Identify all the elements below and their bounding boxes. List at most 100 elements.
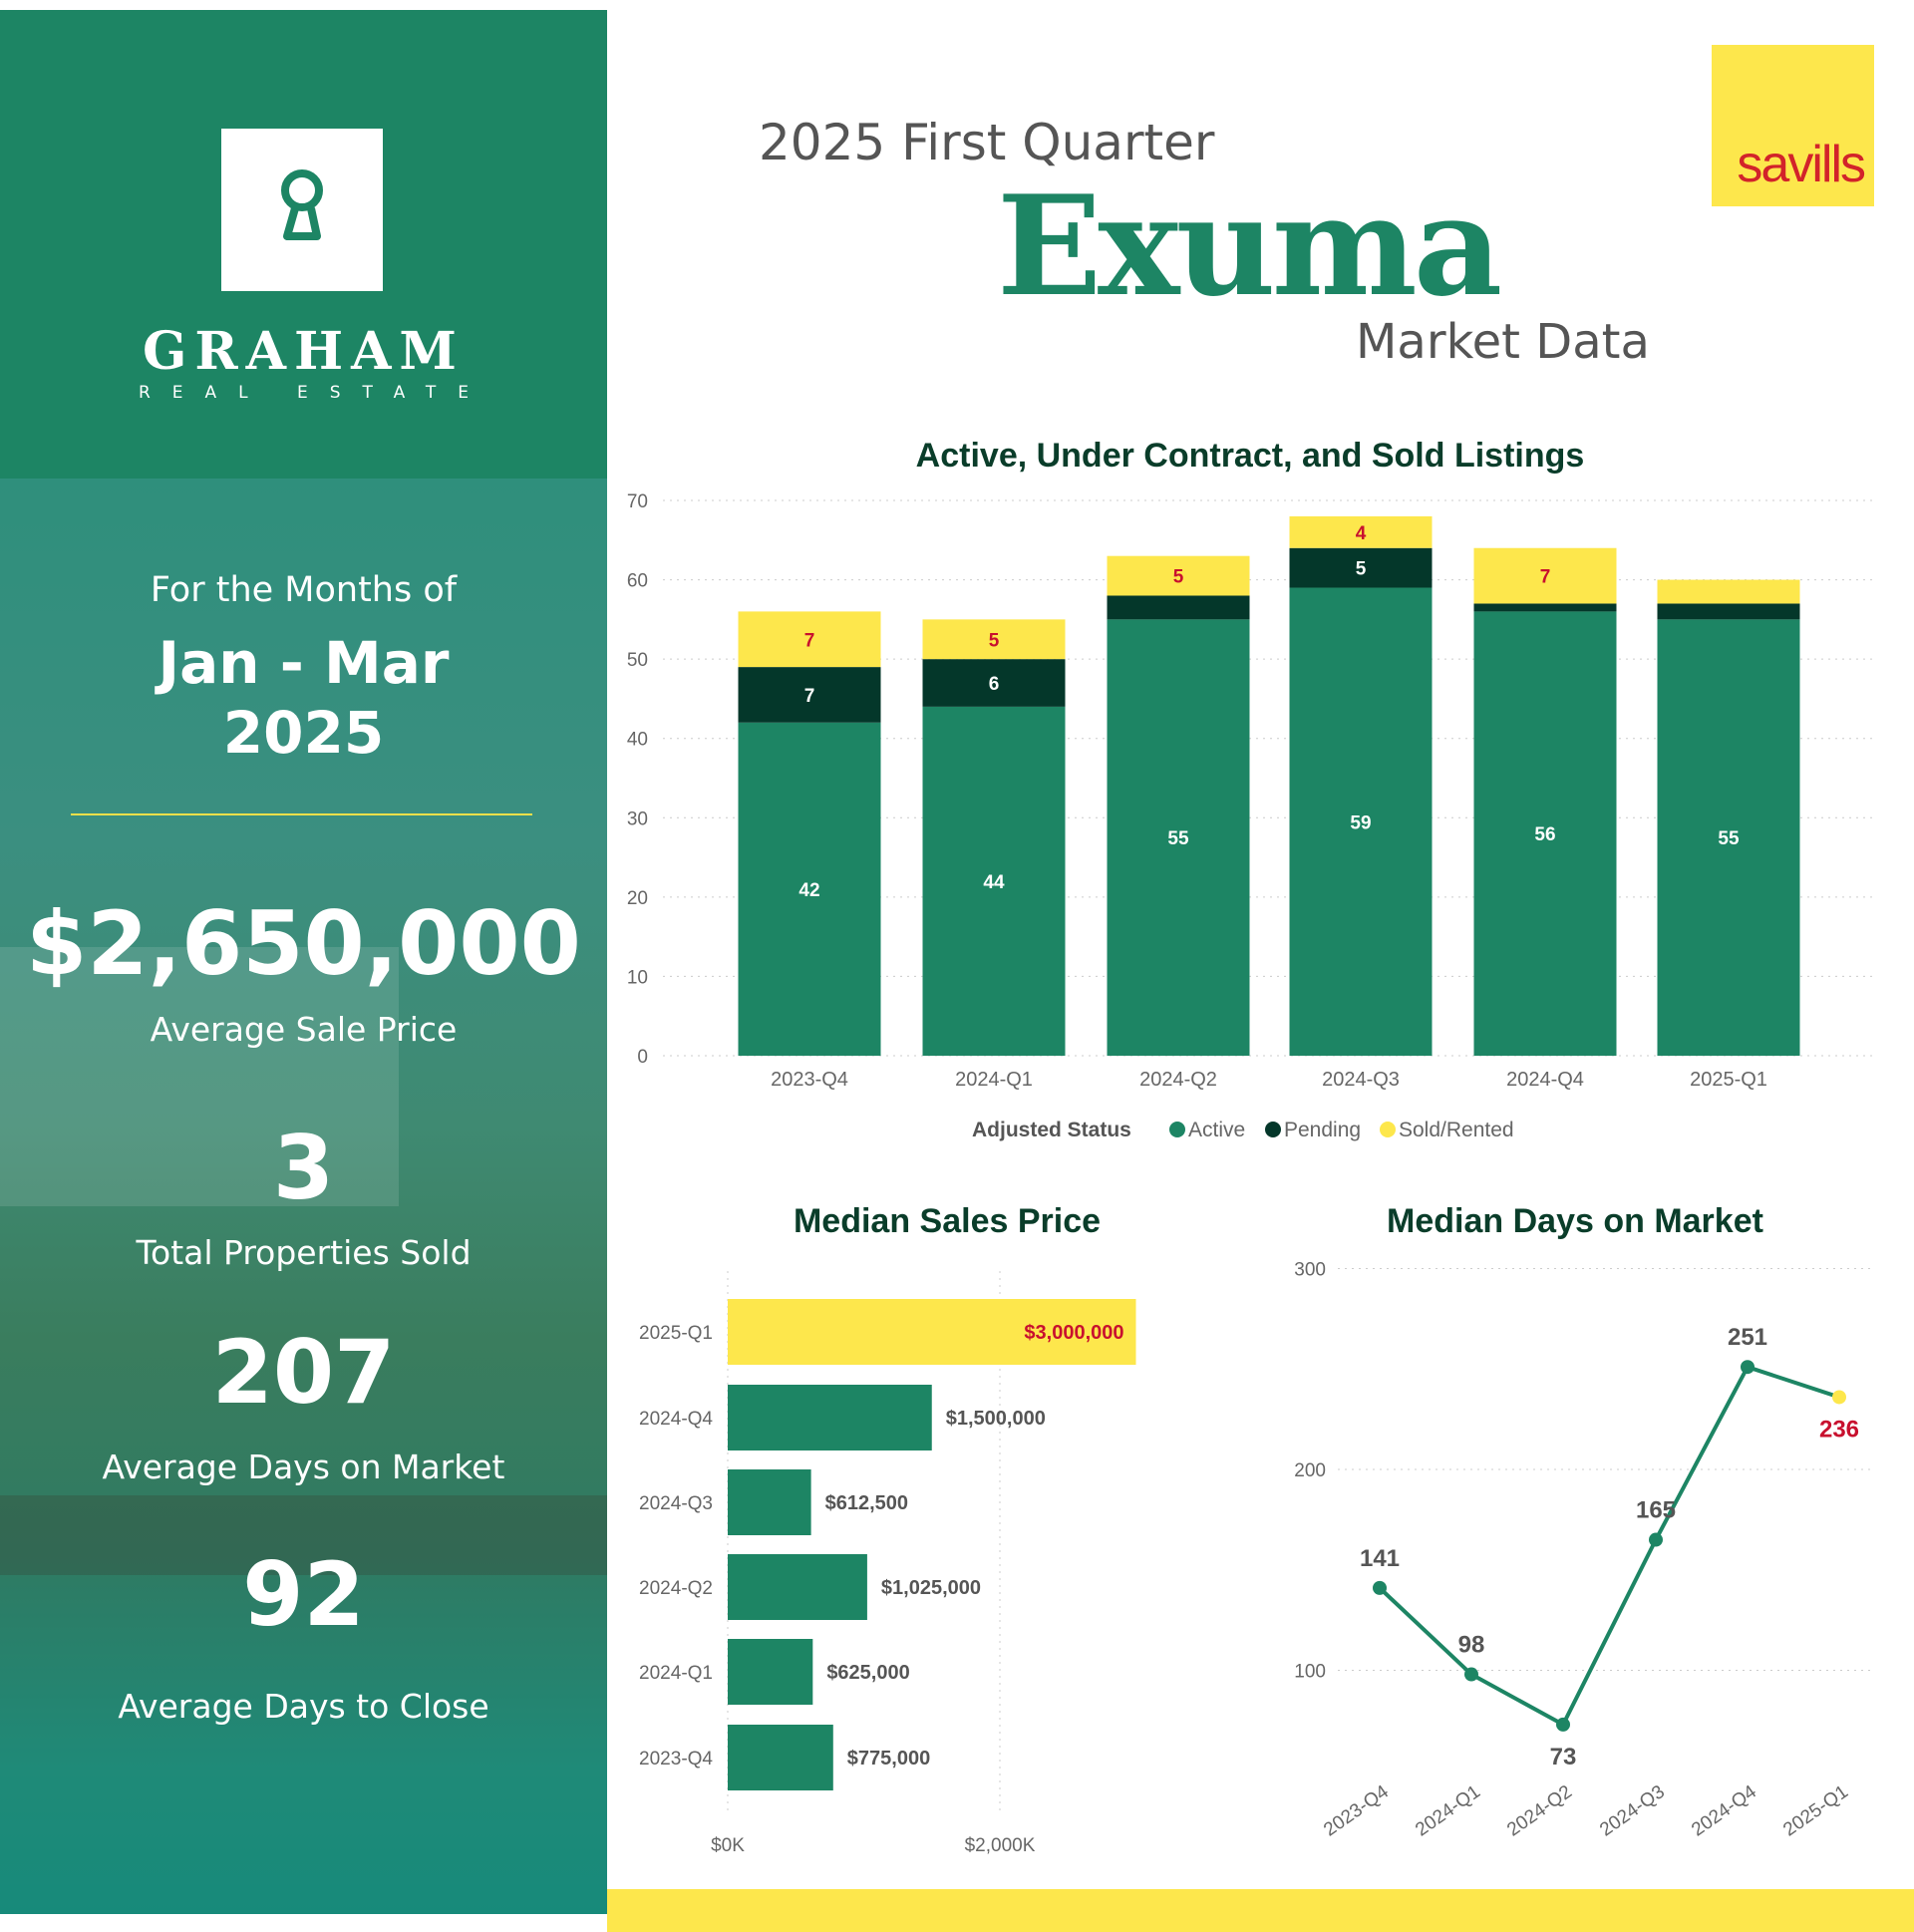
x-tick-label: 2023-Q4 [1320, 1781, 1393, 1841]
y-tick-label: 2023-Q4 [639, 1749, 713, 1770]
data-label: 42 [798, 880, 819, 901]
chart-title: Median Sales Price [793, 1202, 1102, 1240]
y-tick-label: 60 [627, 571, 648, 592]
bar-segment-pending [1289, 547, 1433, 588]
chart-title: Active, Under Contract, and Sold Listing… [915, 437, 1585, 475]
stat-value: $2,650,000 [26, 892, 581, 995]
x-tick-label: 2023-Q4 [771, 1069, 848, 1091]
y-tick-label: 2024-Q1 [639, 1663, 713, 1684]
x-tick-label: 2024-Q4 [1506, 1069, 1584, 1091]
x-tick-label: 2025-Q1 [1690, 1069, 1767, 1091]
bar-segment-sold-rented [922, 619, 1066, 660]
y-tick-label: 20 [627, 888, 648, 909]
data-label: 7 [804, 630, 815, 651]
stat-value: 207 [211, 1321, 396, 1424]
data-label: 7 [804, 686, 815, 707]
y-tick-label: 0 [637, 1047, 648, 1068]
bar-segment-active [1657, 619, 1800, 1056]
footer-bar [607, 1889, 1914, 1932]
months-value: Jan - Mar 2025 [0, 628, 607, 768]
bar-segment-pending [738, 667, 881, 723]
y-tick-label: 300 [1294, 1260, 1326, 1281]
background-photo-house [0, 947, 399, 1206]
bar-segment-sold-rented [1107, 555, 1250, 596]
bar-segment-sold-rented [738, 611, 881, 668]
data-label: 98 [1458, 1632, 1485, 1659]
bar-segment-sold-rented [1289, 515, 1433, 548]
y-tick-label: 30 [627, 808, 648, 829]
data-label: $1,500,000 [946, 1408, 1046, 1430]
x-tick-label: 2024-Q3 [1596, 1781, 1669, 1841]
bar-segment-active [1473, 611, 1617, 1056]
stats-panel-background [0, 479, 607, 1914]
data-label: $775,000 [847, 1748, 930, 1770]
legend-item: Pending [1284, 1119, 1361, 1141]
data-point [1741, 1360, 1754, 1375]
data-label: $3,000,000 [1024, 1322, 1123, 1344]
bar-segment-sold-rented [1473, 547, 1617, 604]
data-label: 56 [1534, 824, 1555, 845]
months-label: For the Months of [150, 570, 458, 610]
data-label: 55 [1167, 828, 1189, 849]
data-label: $612,500 [825, 1492, 908, 1514]
bar-segment-active [738, 722, 881, 1056]
bar [728, 1385, 932, 1450]
partner-logo-text: savills [1737, 136, 1866, 193]
background-photo-dock [0, 1495, 607, 1575]
bar-segment-pending [1107, 595, 1250, 620]
data-label: 55 [1718, 828, 1740, 849]
stat-label: Average Sale Price [150, 1010, 458, 1049]
data-point [1832, 1390, 1846, 1405]
x-tick-label: 2024-Q4 [1688, 1781, 1760, 1841]
legend-title: Adjusted Status [972, 1119, 1131, 1141]
stat-label: Average Days on Market [102, 1448, 505, 1486]
data-label: 5 [1173, 567, 1184, 588]
legend-item: Sold/Rented [1399, 1119, 1514, 1141]
series-line [1378, 1364, 1840, 1728]
bar [728, 1469, 811, 1535]
y-tick-label: 10 [627, 967, 648, 988]
legend-marker [1265, 1122, 1281, 1137]
stat-label: Total Properties Sold [136, 1233, 472, 1272]
bar-segment-pending [922, 659, 1066, 707]
brand-subtitle: REAL ESTATE [138, 383, 491, 403]
data-label: 251 [1728, 1324, 1767, 1351]
bar [728, 1725, 833, 1790]
page-subtitle: Market Data [1356, 314, 1650, 370]
page-title: Exuma [997, 164, 1502, 327]
keyhole-icon [281, 169, 323, 240]
data-point [1649, 1532, 1663, 1547]
data-label: $625,000 [826, 1662, 909, 1684]
bar-segment-active [1107, 619, 1250, 1056]
x-tick-label: 2024-Q2 [1503, 1781, 1576, 1841]
data-label: 59 [1350, 812, 1371, 833]
data-label: 73 [1550, 1744, 1577, 1771]
data-label: 44 [983, 872, 1005, 893]
data-label: 5 [1356, 559, 1367, 580]
y-tick-label: 50 [627, 650, 648, 671]
data-point [1373, 1580, 1387, 1595]
stat-value: 3 [272, 1117, 335, 1219]
legend-marker [1169, 1122, 1185, 1137]
data-label: 165 [1636, 1497, 1676, 1524]
report-period: 2025 First Quarter [759, 114, 1215, 171]
x-tick-label: 2025-Q1 [1779, 1781, 1852, 1841]
x-tick-label: 2024-Q1 [955, 1069, 1033, 1091]
brand-name: GRAHAM [142, 321, 465, 382]
y-tick-label: 2024-Q2 [639, 1578, 713, 1599]
x-tick-label: 2024-Q3 [1322, 1069, 1400, 1091]
data-label: 4 [1356, 523, 1367, 544]
y-tick-label: 2025-Q1 [639, 1323, 713, 1344]
x-tick-label: 2024-Q1 [1412, 1781, 1484, 1841]
y-tick-label: 2024-Q3 [639, 1493, 713, 1514]
bar [728, 1554, 867, 1620]
data-label: 141 [1360, 1545, 1400, 1572]
bar-segment-active [1289, 587, 1433, 1056]
bar-segment-pending [1473, 603, 1617, 612]
x-tick-label: $0K [711, 1835, 745, 1856]
month-range: Jan - Mar [158, 629, 450, 697]
x-tick-label: 2024-Q2 [1139, 1069, 1217, 1091]
y-tick-label: 2024-Q4 [639, 1409, 713, 1430]
keyhole-logo [221, 129, 383, 291]
